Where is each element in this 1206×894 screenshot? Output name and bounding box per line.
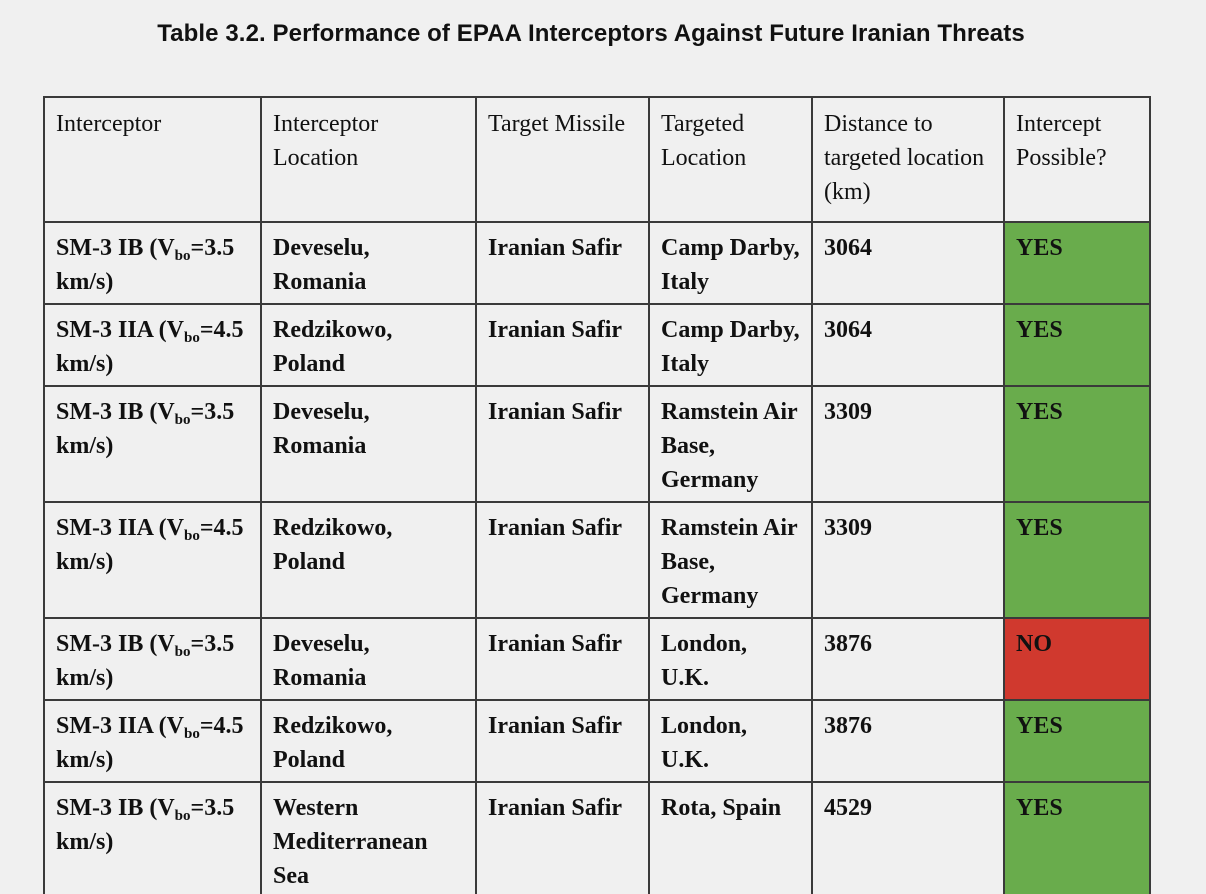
target-cell: Camp Darby, Italy <box>648 303 813 387</box>
location-cell: Redzikowo, Poland <box>260 699 477 783</box>
table-caption: Table 3.2. Performance of EPAA Intercept… <box>157 20 1025 47</box>
result-cell: YES <box>1003 303 1151 387</box>
table-row: SM-3 IB (Vbo=3.5 km/s) Western Mediterra… <box>43 781 1151 894</box>
table-row: SM-3 IIA (Vbo=4.5 km/s) Redzikowo, Polan… <box>43 303 1151 387</box>
result-cell: YES <box>1003 699 1151 783</box>
distance-cell: 4529 <box>811 781 1005 894</box>
target-cell: Camp Darby, Italy <box>648 221 813 305</box>
location-cell: Western Mediterranean Sea <box>260 781 477 894</box>
interceptor-cell: SM-3 IIA (Vbo=4.5 km/s) <box>43 699 262 783</box>
missile-cell: Iranian Safir <box>475 501 650 619</box>
location-cell: Deveselu, Romania <box>260 221 477 305</box>
interceptor-cell: SM-3 IB (Vbo=3.5 km/s) <box>43 781 262 894</box>
distance-cell: 3064 <box>811 303 1005 387</box>
distance-cell: 3309 <box>811 501 1005 619</box>
interceptor-cell: SM-3 IB (Vbo=3.5 km/s) <box>43 221 262 305</box>
distance-cell: 3876 <box>811 617 1005 701</box>
header-row: Interceptor Interceptor Location Target … <box>43 96 1151 223</box>
distance-cell: 3064 <box>811 221 1005 305</box>
interceptor-cell: SM-3 IB (Vbo=3.5 km/s) <box>43 385 262 503</box>
header-target-missile: Target Missile <box>475 96 650 223</box>
header-interceptor-location: Interceptor Location <box>260 96 477 223</box>
location-cell: Redzikowo, Poland <box>260 501 477 619</box>
performance-table: Interceptor Interceptor Location Target … <box>43 96 1151 894</box>
missile-cell: Iranian Safir <box>475 617 650 701</box>
target-cell: London, U.K. <box>648 699 813 783</box>
location-cell: Redzikowo, Poland <box>260 303 477 387</box>
header-intercept-possible: Intercept Possible? <box>1003 96 1151 223</box>
missile-cell: Iranian Safir <box>475 385 650 503</box>
distance-cell: 3876 <box>811 699 1005 783</box>
missile-cell: Iranian Safir <box>475 303 650 387</box>
result-cell: YES <box>1003 385 1151 503</box>
header-interceptor: Interceptor <box>43 96 262 223</box>
missile-cell: Iranian Safir <box>475 781 650 894</box>
target-cell: London, U.K. <box>648 617 813 701</box>
location-cell: Deveselu, Romania <box>260 385 477 503</box>
interceptor-cell: SM-3 IIA (Vbo=4.5 km/s) <box>43 501 262 619</box>
interceptor-cell: SM-3 IB (Vbo=3.5 km/s) <box>43 617 262 701</box>
table-row: SM-3 IB (Vbo=3.5 km/s) Deveselu, Romania… <box>43 221 1151 305</box>
table-row: SM-3 IIA (Vbo=4.5 km/s) Redzikowo, Polan… <box>43 699 1151 783</box>
interceptor-cell: SM-3 IIA (Vbo=4.5 km/s) <box>43 303 262 387</box>
header-targeted-location: Targeted Location <box>648 96 813 223</box>
result-cell: YES <box>1003 221 1151 305</box>
target-cell: Ramstein Air Base, Germany <box>648 501 813 619</box>
distance-cell: 3309 <box>811 385 1005 503</box>
missile-cell: Iranian Safir <box>475 221 650 305</box>
table-row: SM-3 IIA (Vbo=4.5 km/s) Redzikowo, Polan… <box>43 501 1151 619</box>
result-cell: NO <box>1003 617 1151 701</box>
location-cell: Deveselu, Romania <box>260 617 477 701</box>
table-row: SM-3 IB (Vbo=3.5 km/s) Deveselu, Romania… <box>43 385 1151 503</box>
missile-cell: Iranian Safir <box>475 699 650 783</box>
header-distance: Distance to targeted location (km) <box>811 96 1005 223</box>
result-cell: YES <box>1003 501 1151 619</box>
table-row: SM-3 IB (Vbo=3.5 km/s) Deveselu, Romania… <box>43 617 1151 701</box>
target-cell: Ramstein Air Base, Germany <box>648 385 813 503</box>
result-cell: YES <box>1003 781 1151 894</box>
target-cell: Rota, Spain <box>648 781 813 894</box>
